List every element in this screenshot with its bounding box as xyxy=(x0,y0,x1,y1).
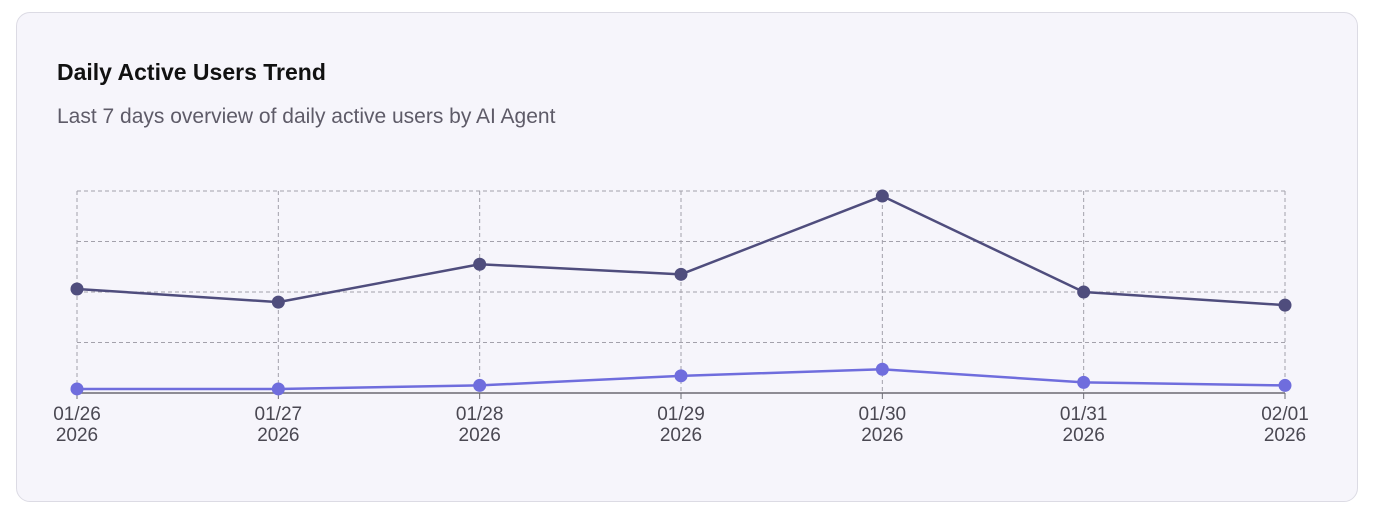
x-tick-date: 01/29 xyxy=(657,404,705,425)
x-tick-date: 01/31 xyxy=(1060,404,1108,425)
x-tick-label: 01/31 2026 xyxy=(1060,404,1108,446)
data-point xyxy=(70,282,84,296)
x-tick-date: 01/28 xyxy=(456,404,504,425)
x-tick-year: 2026 xyxy=(660,425,702,446)
x-tick-year: 2026 xyxy=(459,425,501,446)
data-point xyxy=(875,362,889,376)
data-point xyxy=(271,295,285,309)
data-point xyxy=(1278,378,1292,392)
chart-title: Daily Active Users Trend xyxy=(57,59,326,85)
x-tick-year: 2026 xyxy=(257,425,299,446)
x-tick-date: 02/01 xyxy=(1261,404,1309,425)
x-tick-date: 01/26 xyxy=(53,404,101,425)
data-point xyxy=(674,267,688,281)
data-point xyxy=(1278,298,1292,312)
x-tick-year: 2026 xyxy=(1063,425,1105,446)
x-tick-date: 01/27 xyxy=(255,404,303,425)
data-point xyxy=(674,369,688,383)
data-point xyxy=(1077,285,1091,299)
data-point xyxy=(70,382,84,396)
x-tick-year: 2026 xyxy=(861,425,903,446)
x-tick-label: 01/26 2026 xyxy=(53,404,101,446)
series-lines xyxy=(70,189,1292,396)
data-point xyxy=(1077,375,1091,389)
x-tick-label: 01/29 2026 xyxy=(657,404,705,446)
chart-card: Daily Active Users Trend Last 7 days ove… xyxy=(16,12,1358,502)
x-tick-label: 01/27 2026 xyxy=(255,404,303,446)
x-tick-date: 01/30 xyxy=(859,404,907,425)
x-tick-year: 2026 xyxy=(56,425,98,446)
data-point xyxy=(473,378,487,392)
x-tick-label: 01/28 2026 xyxy=(456,404,504,446)
x-tick-label: 02/01 2026 xyxy=(1261,404,1309,446)
grid-lines xyxy=(76,190,1286,393)
chart-subtitle: Last 7 days overview of daily active use… xyxy=(57,105,556,128)
x-tick-year: 2026 xyxy=(1264,425,1306,446)
x-tick-label: 01/30 2026 xyxy=(859,404,907,446)
data-point xyxy=(875,189,889,203)
x-axis xyxy=(76,392,1286,399)
data-point xyxy=(271,382,285,396)
data-point xyxy=(473,257,487,271)
